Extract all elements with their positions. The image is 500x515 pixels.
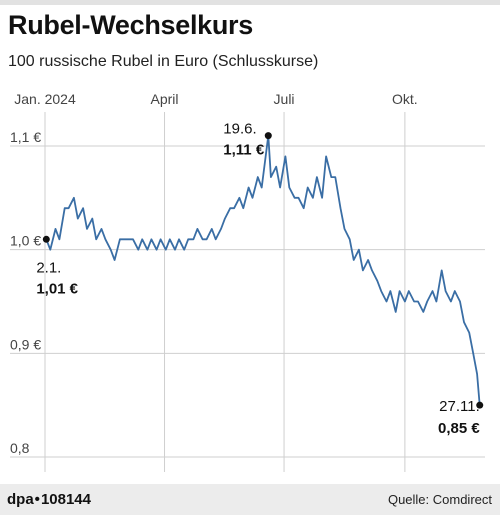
series-line — [45, 134, 481, 406]
annotation-date-label: 2.1. — [36, 259, 61, 276]
annotation-dot — [476, 401, 484, 409]
y-tick-label: 1,1 € — [10, 129, 41, 145]
x-tick-label: April — [151, 91, 179, 107]
annotation-value-label: 1,01 € — [36, 280, 78, 297]
brand-separator: • — [34, 491, 40, 508]
x-tick-label: Jan. 2024 — [14, 91, 76, 107]
chart-title: Rubel-Wechselkurs — [8, 10, 253, 40]
source-credit: Quelle: Comdirect — [387, 492, 492, 507]
graphic-number: 108144 — [40, 491, 91, 508]
x-tick-label: Juli — [274, 91, 295, 107]
y-tick-label: 0,8 — [10, 440, 30, 456]
annotation-value-label: 0,85 € — [438, 420, 480, 437]
annotation-date-label: 27.11. — [439, 398, 480, 415]
brand-name: dpa — [7, 491, 34, 508]
top-accent-bar — [0, 0, 500, 5]
chart-subtitle: 100 russische Rubel in Euro (Schlusskurs… — [8, 53, 319, 70]
x-tick-label: Okt. — [392, 91, 418, 107]
annotation-dot — [264, 132, 272, 140]
y-tick-label: 1,0 € — [10, 233, 41, 249]
footer-bar: dpa•108144 Quelle: Comdirect — [0, 484, 500, 515]
annotation-date-label: 19.6. — [223, 121, 256, 138]
line-chart: Jan. 2024 April Juli Okt. 1,1 € 1,0 € 0,9 € 0,8… — [10, 91, 485, 472]
dpa-logo: dpa•108144 — [7, 491, 91, 508]
annotation-value-label: 1,11 € — [223, 142, 265, 159]
annotation-dot — [42, 235, 50, 243]
y-tick-label: 0,9 € — [10, 336, 41, 352]
